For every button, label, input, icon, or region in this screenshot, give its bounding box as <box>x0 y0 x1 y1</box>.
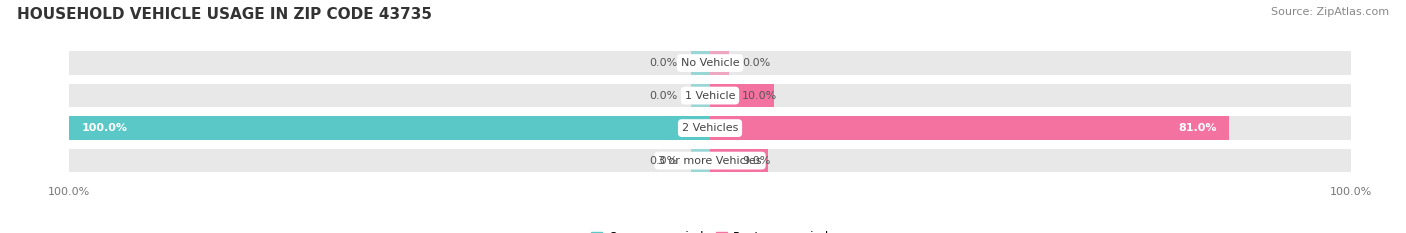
Bar <box>710 116 1351 140</box>
Bar <box>710 51 730 75</box>
Legend: Owner-occupied, Renter-occupied: Owner-occupied, Renter-occupied <box>586 226 834 233</box>
Bar <box>69 116 710 140</box>
Bar <box>690 51 710 75</box>
Bar <box>69 51 710 75</box>
Text: 10.0%: 10.0% <box>742 91 778 101</box>
Bar <box>710 149 1351 172</box>
Text: 0.0%: 0.0% <box>650 58 678 68</box>
Text: HOUSEHOLD VEHICLE USAGE IN ZIP CODE 43735: HOUSEHOLD VEHICLE USAGE IN ZIP CODE 4373… <box>17 7 432 22</box>
Bar <box>690 84 710 107</box>
Bar <box>710 84 1351 107</box>
Text: No Vehicle: No Vehicle <box>681 58 740 68</box>
Bar <box>690 149 710 172</box>
Bar <box>710 84 775 107</box>
Bar <box>69 84 710 107</box>
Text: 100.0%: 100.0% <box>82 123 128 133</box>
Bar <box>710 149 768 172</box>
Text: 0.0%: 0.0% <box>742 58 770 68</box>
Bar <box>69 149 710 172</box>
Text: 1 Vehicle: 1 Vehicle <box>685 91 735 101</box>
Text: 0.0%: 0.0% <box>650 156 678 166</box>
Text: Source: ZipAtlas.com: Source: ZipAtlas.com <box>1271 7 1389 17</box>
Bar <box>710 51 1351 75</box>
Text: 0.0%: 0.0% <box>650 91 678 101</box>
Text: 3 or more Vehicles: 3 or more Vehicles <box>658 156 762 166</box>
Bar <box>69 116 710 140</box>
Text: 2 Vehicles: 2 Vehicles <box>682 123 738 133</box>
Bar <box>710 116 1229 140</box>
Text: 81.0%: 81.0% <box>1178 123 1216 133</box>
Text: 9.0%: 9.0% <box>742 156 770 166</box>
